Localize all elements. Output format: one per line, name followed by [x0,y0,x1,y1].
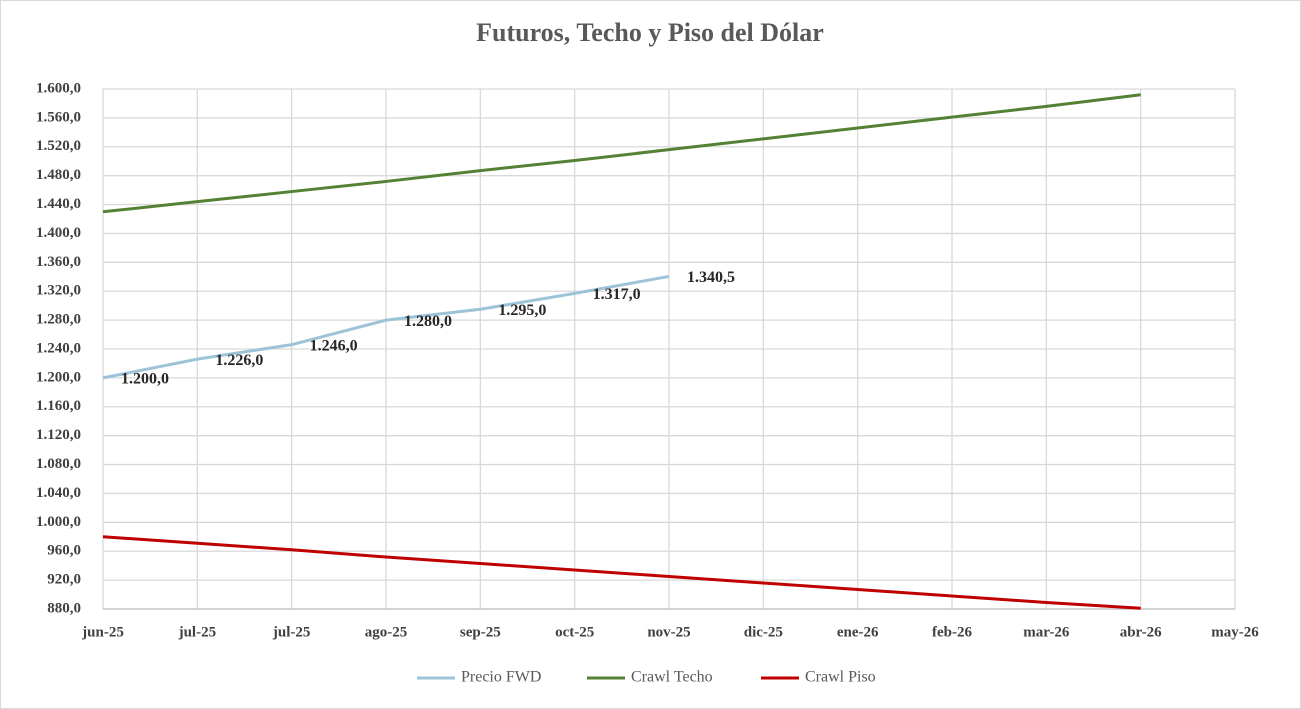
data-label: 1.246,0 [310,337,358,354]
x-tick-label: oct-25 [555,624,594,640]
series-line [102,93,1141,214]
y-tick-label: 1.200,0 [36,369,81,385]
legend-label: Precio FWD [461,669,541,686]
x-tick-label: mar-26 [1023,624,1070,640]
x-tick-label: nov-25 [647,624,690,640]
y-tick-label: 960,0 [47,543,81,559]
x-tick-label: jul-25 [272,624,311,640]
x-tick-label: abr-26 [1120,624,1162,640]
y-tick-label: 920,0 [47,572,81,588]
y-tick-label: 1.040,0 [36,485,81,501]
data-label: 1.317,0 [593,286,641,303]
data-label: 1.226,0 [215,352,263,369]
y-tick-label: 1.000,0 [36,514,81,530]
y-tick-label: 1.240,0 [36,340,81,356]
y-tick-label: 1.400,0 [36,225,81,241]
y-tick-label: 1.360,0 [36,254,81,270]
x-tick-label: jun-25 [81,624,124,640]
x-tick-label: sep-25 [460,624,501,640]
legend-label: Crawl Piso [805,669,876,686]
y-tick-label: 1.280,0 [36,312,81,328]
x-tick-label: dic-25 [744,624,783,640]
x-tick-label: feb-26 [932,624,972,640]
y-tick-label: 1.440,0 [36,196,81,212]
chart-title: Futuros, Techo y Piso del Dólar [476,18,824,47]
data-label: 1.295,0 [498,302,546,319]
x-tick-label: ene-26 [837,624,879,640]
y-tick-label: 1.080,0 [36,456,81,472]
y-tick-label: 1.160,0 [36,398,81,414]
data-label: 1.200,0 [121,371,169,388]
y-tick-label: 1.320,0 [36,283,81,299]
legend-label: Crawl Techo [631,669,713,686]
y-tick-label: 1.560,0 [36,109,81,125]
series-line [102,274,670,380]
y-tick-label: 1.120,0 [36,427,81,443]
x-tick-label: ago-25 [365,624,408,640]
x-tick-label: jul-25 [178,624,217,640]
y-tick-label: 1.480,0 [36,167,81,183]
data-label: 1.280,0 [404,313,452,330]
y-tick-label: 1.520,0 [36,138,81,154]
series-line [102,535,1141,610]
y-tick-label: 880,0 [47,600,81,616]
x-tick-label: may-26 [1211,624,1259,640]
data-label: 1.340,5 [687,269,735,286]
y-tick-label: 1.600,0 [36,80,81,96]
